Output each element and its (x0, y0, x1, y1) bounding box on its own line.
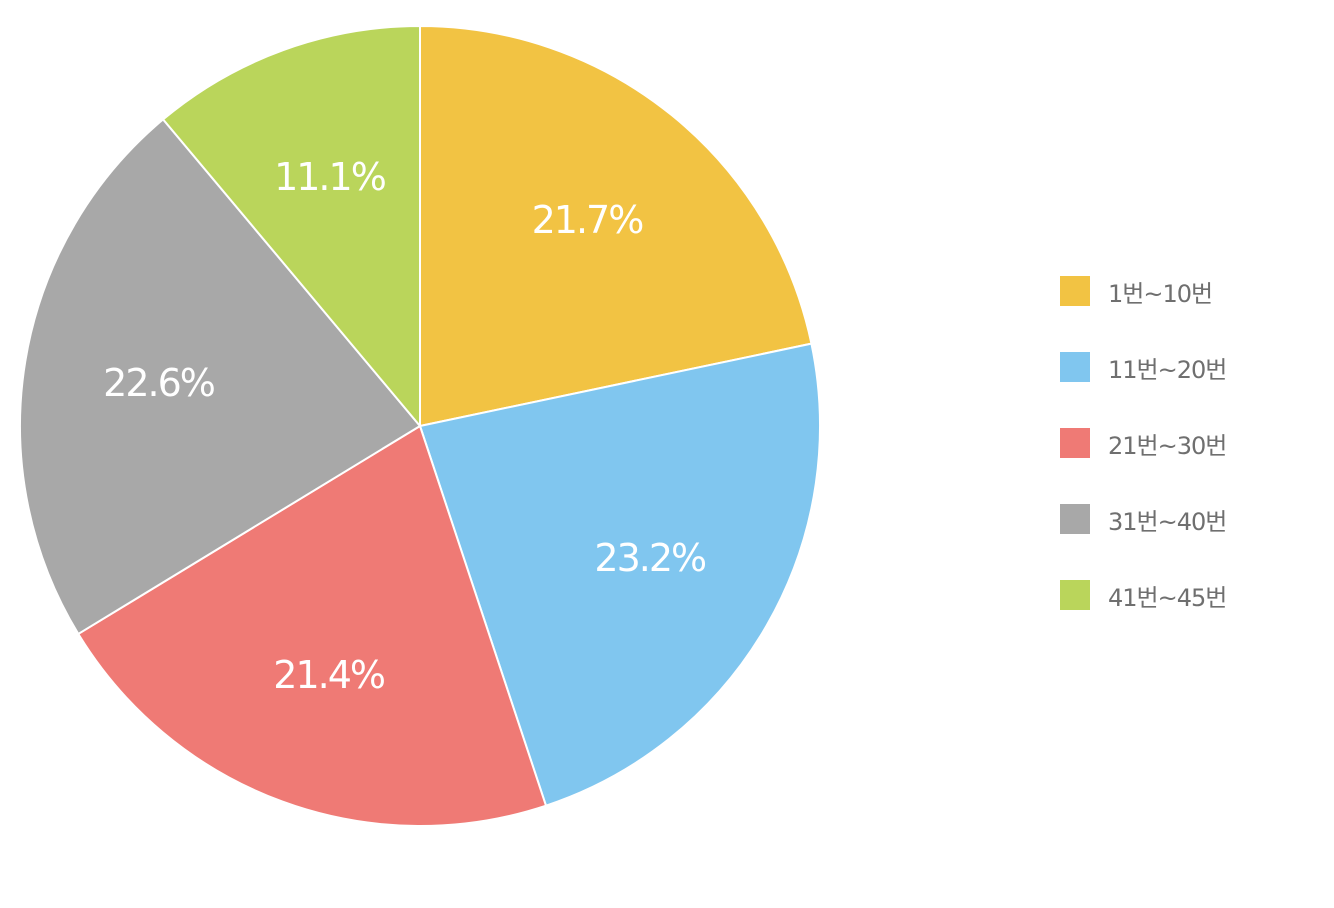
legend: 1번~10번 11번~20번 21번~30번 31번~40번 41번~45번 (1060, 276, 1320, 656)
legend-label: 1번~10번 (1108, 279, 1213, 308)
legend-item-1: 1번~10번 (1060, 276, 1320, 308)
legend-label: 41번~45번 (1108, 583, 1227, 612)
pie-value-labels: 21.7% 23.2% 21.4% 22.6% 11.1% (103, 155, 708, 697)
pie-slice-1 (419, 25, 813, 427)
pie-slice-5 (162, 25, 421, 427)
pie-slice-4 (19, 118, 421, 635)
pie-slice-2 (419, 342, 821, 807)
slice-value-label-4: 22.6% (103, 361, 215, 405)
legend-label: 21번~30번 (1108, 431, 1227, 460)
slice-value-label-5: 11.1% (274, 155, 386, 199)
slice-value-label-3: 21.4% (273, 653, 385, 697)
legend-item-4: 31번~40번 (1060, 504, 1320, 536)
legend-item-2: 11번~20번 (1060, 352, 1320, 384)
legend-item-3: 21번~30번 (1060, 428, 1320, 460)
legend-swatch (1060, 352, 1090, 382)
legend-label: 31번~40번 (1108, 507, 1227, 536)
legend-item-5: 41번~45번 (1060, 580, 1320, 612)
legend-label: 11번~20번 (1108, 355, 1227, 384)
slice-value-label-1: 21.7% (532, 198, 644, 242)
pie-slices (19, 25, 821, 827)
legend-swatch (1060, 580, 1090, 610)
legend-swatch (1060, 504, 1090, 534)
legend-swatch (1060, 276, 1090, 306)
legend-swatch (1060, 428, 1090, 458)
slice-value-label-2: 23.2% (594, 536, 706, 580)
pie-slice-3 (77, 425, 547, 827)
